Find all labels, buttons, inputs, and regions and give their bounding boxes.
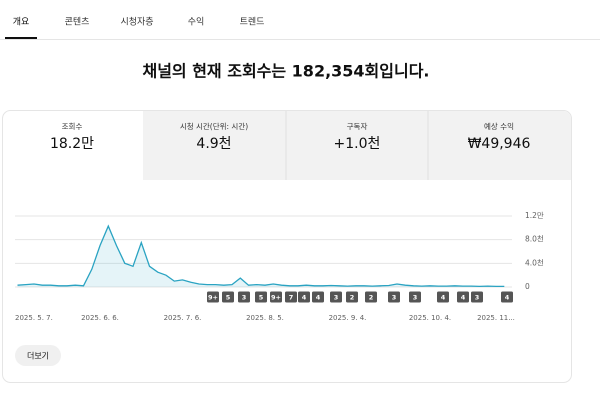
metric-value[interactable]: 18.2만 bbox=[50, 136, 94, 152]
publish-marker-label: 7 bbox=[289, 294, 294, 302]
metric-label[interactable]: 구독자 bbox=[347, 122, 368, 131]
publish-marker-label: 4 bbox=[461, 294, 466, 302]
x-tick-label: 2025. 11... bbox=[477, 314, 515, 322]
publish-marker bbox=[330, 291, 342, 303]
more-button-label[interactable]: 더보기 bbox=[27, 352, 49, 361]
publish-marker bbox=[222, 291, 234, 303]
area bbox=[17, 226, 505, 287]
publish-marker-label: 4 bbox=[316, 294, 321, 302]
tab[interactable]: 개요 bbox=[13, 17, 30, 28]
publish-marker bbox=[238, 291, 250, 303]
metric-value[interactable]: 4.9천 bbox=[196, 136, 231, 152]
publish-marker-label: 4 bbox=[302, 294, 307, 302]
y-tick-label: 4.0천 bbox=[525, 257, 544, 267]
publish-marker-label: 4 bbox=[441, 294, 446, 302]
x-tick-label: 2025. 10. 4. bbox=[409, 314, 451, 322]
headline: 채널의 현재 조회수는 182,354회입니다. bbox=[142, 62, 429, 81]
publish-marker bbox=[346, 291, 358, 303]
metric-value[interactable]: ₩49,946 bbox=[468, 136, 531, 152]
publish-marker-label: 5 bbox=[226, 294, 231, 302]
x-tick-label: 2025. 5. 7. bbox=[15, 314, 53, 322]
tab[interactable]: 콘텐츠 bbox=[65, 17, 90, 28]
x-tick-label: 2025. 9. 4. bbox=[329, 314, 367, 322]
metric-label[interactable]: 시청 시간(단위: 시간) bbox=[180, 121, 248, 131]
line bbox=[17, 224, 505, 288]
x-tick-label: 2025. 6. 6. bbox=[81, 314, 119, 322]
metric-tabs-bg bbox=[143, 111, 571, 180]
publish-marker bbox=[437, 291, 449, 303]
publish-marker-label: 9+ bbox=[271, 294, 281, 302]
x-tick-label: 2025. 7. 6. bbox=[164, 314, 202, 322]
publish-marker bbox=[409, 291, 421, 303]
publish-marker bbox=[255, 291, 267, 303]
publish-marker bbox=[270, 291, 282, 303]
publish-marker bbox=[312, 291, 324, 303]
publish-marker-label: 3 bbox=[475, 294, 480, 302]
publish-marker-label: 3 bbox=[334, 294, 339, 302]
publish-marker-label: 3 bbox=[392, 294, 397, 302]
publish-marker-label: 5 bbox=[259, 294, 264, 302]
publish-marker-label: 3 bbox=[242, 294, 247, 302]
publish-marker bbox=[285, 291, 297, 303]
publish-marker-label: 4 bbox=[505, 294, 510, 302]
y-tick-label: 1.2만 bbox=[525, 211, 544, 220]
tab[interactable]: 시청자층 bbox=[120, 17, 153, 28]
publish-marker-label: 3 bbox=[413, 294, 418, 302]
publish-marker bbox=[471, 291, 483, 303]
publish-marker bbox=[388, 291, 400, 303]
metric-label[interactable]: 조회수 bbox=[62, 122, 83, 131]
publish-marker-label: 2 bbox=[350, 294, 355, 302]
tab[interactable]: 수익 bbox=[188, 16, 205, 28]
x-tick-label: 2025. 8. 5. bbox=[246, 314, 284, 322]
metric-value[interactable]: +1.0천 bbox=[334, 136, 381, 152]
chart: 0 4.0천 8.0천 1.2만 2025. 5. 7. 2025. 6. 6. 2025.… bbox=[15, 211, 544, 322]
more-button[interactable] bbox=[15, 345, 61, 366]
publish-marker bbox=[365, 291, 377, 303]
y-tick-label: 8.0천 bbox=[525, 234, 544, 244]
publish-marker-label: 9+ bbox=[208, 294, 218, 302]
metric-label[interactable]: 예상 수익 bbox=[484, 121, 514, 131]
publish-marker bbox=[298, 291, 310, 303]
publish-marker bbox=[457, 291, 469, 303]
y-tick-label: 0 bbox=[525, 282, 530, 291]
publish-marker bbox=[501, 291, 513, 303]
tab[interactable]: 트렌드 bbox=[240, 17, 265, 28]
publish-marker-label: 2 bbox=[369, 294, 374, 302]
publish-marker bbox=[207, 291, 219, 303]
tab-underline bbox=[5, 37, 37, 39]
